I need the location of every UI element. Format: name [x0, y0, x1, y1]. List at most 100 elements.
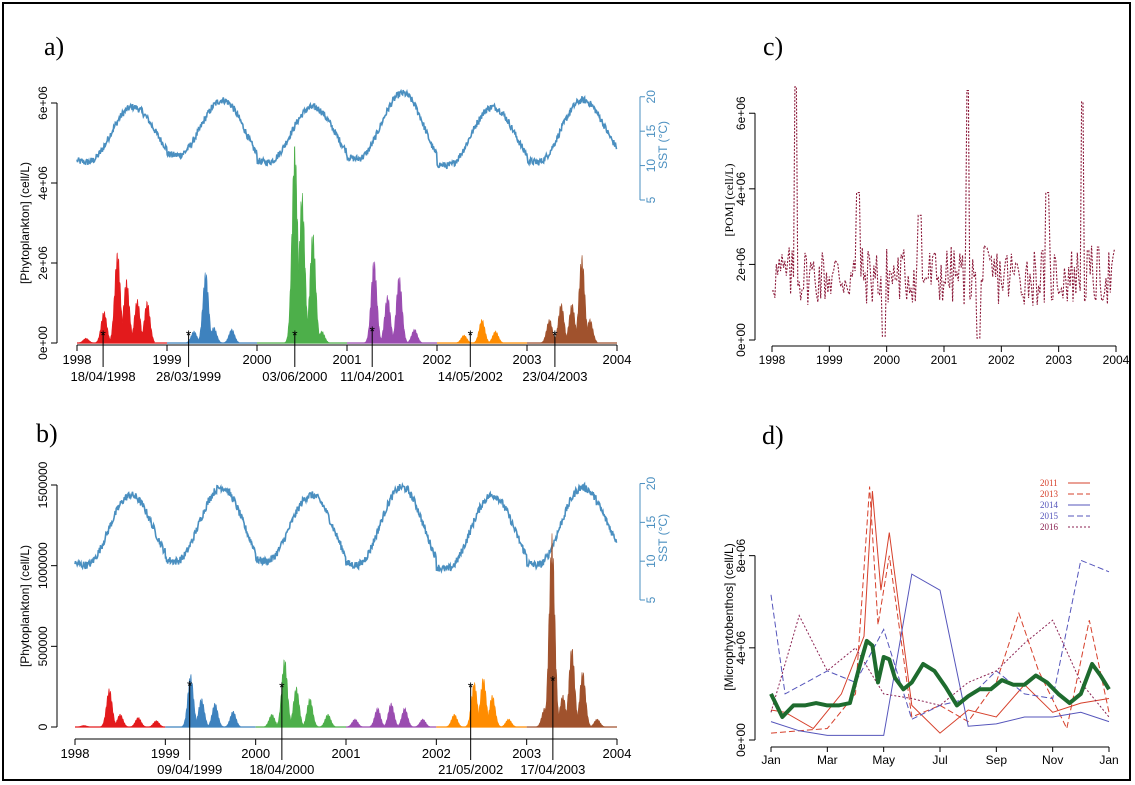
event-date-label: 14/05/2002 — [438, 369, 503, 384]
y-axis-label: [Phytoplankton] (cell/L) — [18, 162, 32, 284]
x-tick-label: Jan — [761, 753, 780, 767]
x-tick-label: 1998 — [759, 353, 786, 367]
event-star: * — [292, 327, 298, 343]
y-tick-label: 0 — [36, 723, 50, 730]
panel-d-chart: 0e+00 4e+06 8e+06[Microphytobenthos] (cell… — [722, 478, 1119, 767]
series-line-2014 — [770, 573, 1110, 736]
x-tick-label: Mar — [817, 753, 838, 767]
bloom-area-1999 — [168, 272, 240, 344]
event-star: * — [369, 323, 375, 339]
event-star: * — [468, 679, 474, 695]
y-axis-label: [Microphytobenthos] (cell/L) — [722, 543, 736, 690]
event-star: * — [468, 327, 474, 343]
panel-label-b: b) — [36, 419, 58, 448]
panel-b-chart: 0 500000 1000000 1500000 [Phytoplankton] (ce… — [18, 461, 670, 777]
legend-label: 2013 — [1040, 489, 1059, 499]
event-date-label: 18/04/2000 — [249, 762, 314, 777]
bloom-area-2002 — [438, 678, 517, 728]
bloom-area-2003 — [528, 533, 605, 728]
x-tick-label: 2001 — [333, 352, 362, 367]
bloom-area-2000 — [258, 145, 330, 344]
x-tick-label: 2003 — [512, 746, 541, 761]
bloom-area-2001 — [348, 261, 423, 344]
y2-tick-label: 20 — [644, 477, 658, 491]
y2-tick-label: 10 — [644, 554, 658, 568]
bloom-area-1998 — [76, 688, 164, 728]
bloom-area-2003 — [528, 255, 598, 344]
event-star: * — [279, 679, 285, 695]
y-tick-label: 8e+06 — [734, 538, 748, 572]
x-tick-label: 1999 — [153, 352, 182, 367]
x-tick-label: 2000 — [243, 352, 272, 367]
y2-tick-label: 15 — [644, 124, 658, 138]
event-date-label: 17/04/2003 — [520, 762, 585, 777]
series-line-mean — [769, 638, 1111, 719]
series-line-2013 — [770, 486, 1110, 734]
event-date-label: 28/03/1999 — [156, 369, 221, 384]
event-star: * — [552, 327, 558, 343]
y-tick-label: 6e+06 — [36, 86, 50, 120]
y2-tick-label: 5 — [644, 196, 658, 203]
x-tick-label: May — [872, 753, 895, 767]
x-tick-label: 2000 — [241, 746, 270, 761]
x-tick-label: 2002 — [423, 352, 452, 367]
x-tick-label: 2001 — [332, 746, 361, 761]
x-tick-label: 2000 — [873, 353, 900, 367]
y-tick-label: 0e+00 — [734, 323, 748, 357]
y-tick-label: 6e+06 — [734, 96, 748, 130]
event-star: * — [187, 677, 193, 693]
y-tick-label: 0e+00 — [734, 723, 748, 757]
y-tick-label: 2e+06 — [734, 247, 748, 281]
y-tick-label: 4e+06 — [734, 631, 748, 665]
x-tick-label: 2002 — [988, 353, 1015, 367]
event-date-label: 03/06/2000 — [262, 369, 327, 384]
y2-axis-label: SST (°C) — [656, 514, 670, 562]
x-tick-label: 2003 — [1045, 353, 1072, 367]
x-tick-label: 2004 — [603, 352, 632, 367]
y-tick-label: 500000 — [36, 626, 50, 666]
y-tick-label: 1000000 — [36, 542, 50, 589]
panel-label-c: c) — [763, 32, 783, 61]
x-tick-label: 1998 — [63, 352, 92, 367]
event-date-label: 21/05/2002 — [438, 762, 503, 777]
event-date-label: 18/04/1998 — [71, 369, 136, 384]
y-tick-label: 0e+00 — [36, 326, 50, 360]
legend-label: 2011 — [1040, 478, 1058, 488]
y-axis-label: [Phytoplankton] (cell/L) — [18, 545, 32, 667]
event-star: * — [100, 327, 106, 343]
x-tick-label: Sep — [986, 753, 1008, 767]
x-tick-label: 2004 — [603, 746, 632, 761]
x-tick-label: 2003 — [513, 352, 542, 367]
x-tick-label: 1999 — [151, 746, 180, 761]
panel-a-chart: 0e+00 2e+06 4e+06 6e+06 [Phytoplankton] (cel… — [18, 86, 670, 384]
event-star: * — [550, 673, 556, 689]
y2-axis-label: SST (°C) — [656, 121, 670, 169]
pom-series-line — [772, 86, 1116, 339]
x-tick-label: Nov — [1042, 753, 1063, 767]
event-date-label: 09/04/1999 — [157, 762, 222, 777]
x-tick-label: Jul — [932, 753, 947, 767]
legend-label: 2014 — [1040, 500, 1059, 510]
legend-label: 2016 — [1040, 522, 1059, 532]
x-tick-label: Jan — [1099, 753, 1118, 767]
panel-c-chart: 0e+00 2e+06 4e+06 6e+06 [POM] (cell/L) 1998 19… — [722, 86, 1130, 367]
y2-tick-label: 5 — [644, 596, 658, 603]
series-line-2011 — [770, 491, 1110, 734]
panel-label-d: d) — [762, 421, 784, 450]
legend-label: 2015 — [1040, 511, 1059, 521]
series-line-2015 — [770, 559, 1110, 721]
sst-series-line — [76, 88, 618, 170]
y-tick-label: 2e+06 — [36, 246, 50, 280]
x-tick-label: 2001 — [931, 353, 958, 367]
x-tick-label: 1999 — [816, 353, 843, 367]
y2-tick-label: 10 — [644, 159, 658, 173]
series-line-2016 — [770, 614, 1110, 718]
event-date-label: 23/04/2003 — [522, 369, 587, 384]
event-date-label: 11/04/2001 — [340, 369, 404, 384]
bloom-area-1998 — [78, 252, 155, 344]
y2-tick-label: 15 — [644, 515, 658, 529]
panel-label-a: a) — [44, 32, 64, 61]
x-tick-label: 2002 — [422, 746, 451, 761]
